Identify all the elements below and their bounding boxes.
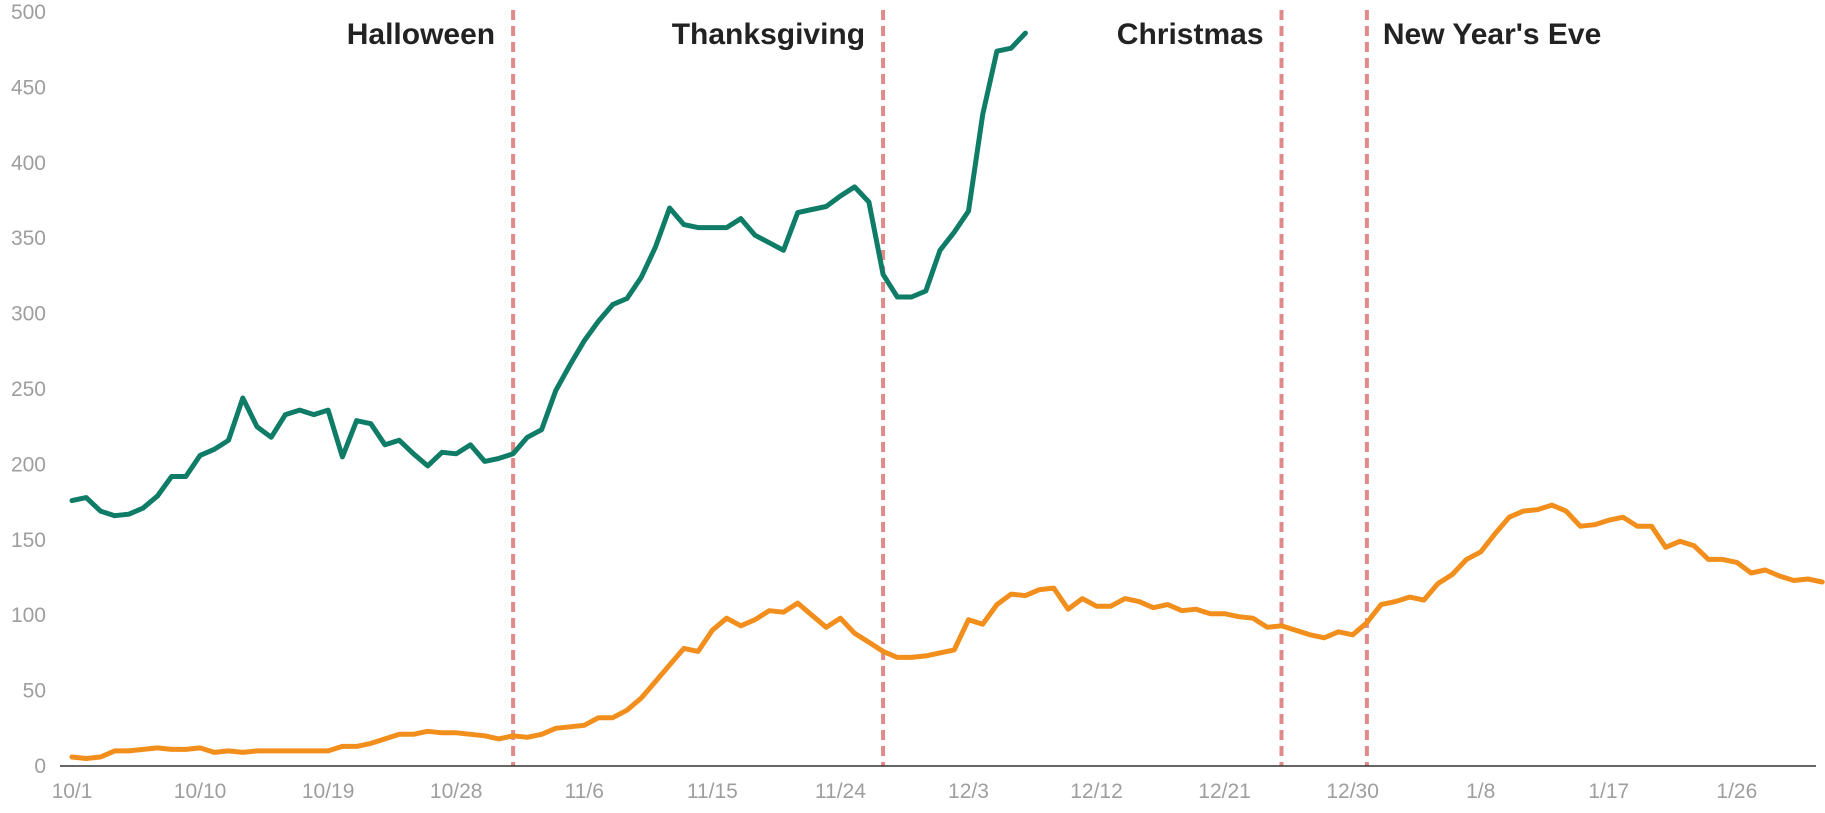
x-tick-label: 10/28: [430, 780, 483, 803]
x-tick-label: 12/3: [948, 780, 989, 803]
x-tick-label: 12/30: [1326, 780, 1379, 803]
series-line-1: [69, 30, 1028, 519]
y-tick-label: 500: [11, 1, 46, 24]
y-tick-label: 300: [11, 303, 46, 326]
x-tick-label: 10/19: [302, 780, 355, 803]
x-tick-label: 1/26: [1716, 780, 1757, 803]
y-axis-ticks: 0 50 100 150 200 250 300 350 400 450 500: [11, 1, 46, 778]
y-tick-label: 50: [23, 680, 46, 703]
x-tick-label: 12/21: [1198, 780, 1251, 803]
event-label: Halloween: [347, 18, 495, 51]
x-tick-label: 1/17: [1588, 780, 1629, 803]
x-tick-label: 10/1: [52, 780, 93, 803]
y-tick-label: 200: [11, 453, 46, 476]
x-tick-label: 11/6: [565, 780, 604, 803]
event-label: New Year's Eve: [1383, 18, 1601, 51]
event-label: Christmas: [1117, 18, 1264, 51]
y-tick-label: 0: [34, 755, 46, 778]
event-label: Thanksgiving: [672, 18, 865, 51]
y-tick-label: 400: [11, 152, 46, 175]
x-tick-label: 12/12: [1070, 780, 1123, 803]
y-tick-label: 250: [11, 378, 46, 401]
x-tick-label: 1/8: [1466, 780, 1495, 803]
series-line-2: [69, 502, 1825, 761]
event-markers: Halloween Thanksgiving Christmas New Year's…: [347, 10, 1601, 766]
y-tick-label: 350: [11, 227, 46, 250]
x-tick-label: 10/10: [174, 780, 227, 803]
x-axis-ticks: 10/1 10/10 10/19 10/28 11/6 11/15 11/24 12/3 12/…: [52, 780, 1758, 803]
y-tick-label: 450: [11, 76, 46, 99]
x-tick-label: 11/15: [687, 780, 738, 803]
y-tick-label: 100: [11, 604, 46, 627]
series-lines: [69, 30, 1825, 761]
x-tick-label: 11/24: [815, 780, 866, 803]
y-tick-label: 150: [11, 529, 46, 552]
